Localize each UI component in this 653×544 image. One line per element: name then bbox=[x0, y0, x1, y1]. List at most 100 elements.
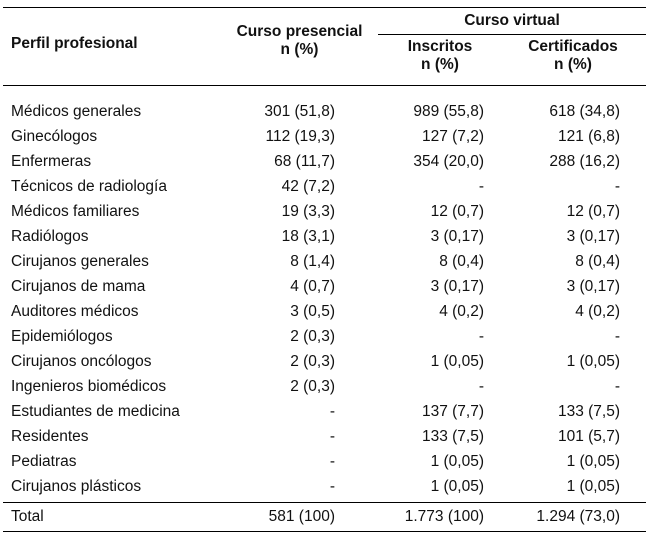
header-inscritos-unit: n (%) bbox=[421, 56, 459, 73]
header-certificados-title: Certificados bbox=[528, 38, 618, 55]
header-presencial: Curso presencial n (%) bbox=[228, 23, 371, 59]
cell-perfil: Estudiantes de medicina bbox=[11, 403, 180, 420]
cell-perfil: Médicos familiares bbox=[11, 203, 140, 220]
cell-inscritos: 133 (7,5) bbox=[421, 428, 484, 445]
cell-certificados: 101 (5,7) bbox=[557, 428, 620, 445]
cell-certificados: 1 (0,05) bbox=[566, 478, 620, 495]
table-row: Médicos generales 301 (51,8) 989 (55,8) 618… bbox=[0, 99, 653, 124]
cell-perfil: Médicos generales bbox=[11, 103, 142, 120]
table-row: Auditores médicos 3 (0,5) 4 (0,2) 4 (0,2) bbox=[0, 299, 653, 324]
cell-perfil: Auditores médicos bbox=[11, 303, 139, 320]
cell-certificados: 288 (16,2) bbox=[549, 153, 620, 170]
total-inscritos: 1.773 (100) bbox=[404, 508, 484, 525]
cell-presencial: 8 (1,4) bbox=[290, 253, 335, 270]
table-row: Estudiantes de medicina - 137 (7,7) 133 (7,… bbox=[0, 399, 653, 424]
cell-certificados: 121 (6,8) bbox=[557, 128, 620, 145]
header-virtual: Curso virtual bbox=[464, 12, 560, 29]
cell-perfil: Epidemiólogos bbox=[11, 328, 113, 345]
table-row: Cirujanos plásticos - 1 (0,05) 1 (0,05) bbox=[0, 474, 653, 499]
cell-perfil: Cirujanos de mama bbox=[11, 278, 146, 295]
header-bottom-rule bbox=[3, 85, 646, 86]
cell-presencial: 301 (51,8) bbox=[264, 103, 335, 120]
header-certificados: Certificados n (%) bbox=[512, 38, 634, 74]
cell-certificados: 3 (0,17) bbox=[566, 228, 620, 245]
cell-presencial: 3 (0,5) bbox=[290, 303, 335, 320]
top-rule bbox=[3, 7, 646, 8]
cell-certificados: 3 (0,17) bbox=[566, 278, 620, 295]
table-row: Ginecólogos 112 (19,3) 127 (7,2) 121 (6,8) bbox=[0, 124, 653, 149]
cell-perfil: Ingenieros biomédicos bbox=[11, 378, 167, 395]
cell-perfil: Cirujanos generales bbox=[11, 253, 149, 270]
total-row: Total 581 (100) 1.773 (100) 1.294 (73,0) bbox=[0, 504, 653, 529]
cell-perfil: Ginecólogos bbox=[11, 128, 98, 145]
cell-presencial: - bbox=[329, 428, 335, 445]
cell-inscritos: 1 (0,05) bbox=[430, 478, 484, 495]
cell-inscritos: 8 (0,4) bbox=[439, 253, 484, 270]
cell-perfil: Cirujanos plásticos bbox=[11, 478, 142, 495]
table-row: Técnicos de radiología 42 (7,2) - - bbox=[0, 174, 653, 199]
table-row: Cirujanos generales 8 (1,4) 8 (0,4) 8 (0,4) bbox=[0, 249, 653, 274]
cell-inscritos: - bbox=[478, 178, 484, 195]
table-row: Ingenieros biomédicos 2 (0,3) - - bbox=[0, 374, 653, 399]
cell-certificados: 8 (0,4) bbox=[575, 253, 620, 270]
bottom-rule bbox=[3, 531, 646, 532]
total-rule bbox=[3, 502, 646, 503]
cell-inscritos: 1 (0,05) bbox=[430, 353, 484, 370]
cell-presencial: 68 (11,7) bbox=[274, 153, 335, 170]
header-presencial-unit: n (%) bbox=[280, 41, 319, 58]
cell-perfil: Residentes bbox=[11, 428, 89, 445]
header-presencial-title: Curso presencial bbox=[236, 23, 363, 40]
header-inscritos-title: Inscritos bbox=[407, 38, 473, 55]
cell-inscritos: - bbox=[478, 378, 484, 395]
cell-presencial: 2 (0,3) bbox=[290, 328, 335, 345]
cell-certificados: 1 (0,05) bbox=[566, 353, 620, 370]
cell-inscritos: 354 (20,0) bbox=[413, 153, 484, 170]
table-row: Epidemiólogos 2 (0,3) - - bbox=[0, 324, 653, 349]
cell-certificados: - bbox=[614, 178, 620, 195]
table-row: Cirujanos de mama 4 (0,7) 3 (0,17) 3 (0,17) bbox=[0, 274, 653, 299]
cell-inscritos: 1 (0,05) bbox=[430, 453, 484, 470]
cell-presencial: 4 (0,7) bbox=[290, 278, 335, 295]
cell-perfil: Radiólogos bbox=[11, 228, 89, 245]
total-certificados: 1.294 (73,0) bbox=[536, 508, 620, 525]
cell-inscritos: - bbox=[478, 328, 484, 345]
cell-inscritos: 127 (7,2) bbox=[421, 128, 484, 145]
header-perfil: Perfil profesional bbox=[11, 35, 138, 52]
table-row: Pediatras - 1 (0,05) 1 (0,05) bbox=[0, 449, 653, 474]
cell-perfil: Pediatras bbox=[11, 453, 77, 470]
cell-inscritos: 3 (0,17) bbox=[430, 278, 484, 295]
cell-presencial: - bbox=[329, 403, 335, 420]
total-presencial: 581 (100) bbox=[268, 508, 335, 525]
table-row: Residentes - 133 (7,5) 101 (5,7) bbox=[0, 424, 653, 449]
cell-inscritos: 12 (0,7) bbox=[430, 203, 484, 220]
cell-presencial: - bbox=[329, 478, 335, 495]
table-row: Médicos familiares 19 (3,3) 12 (0,7) 12 (0,… bbox=[0, 199, 653, 224]
cell-certificados: 4 (0,2) bbox=[575, 303, 620, 320]
table-row: Enfermeras 68 (11,7) 354 (20,0) 288 (16,2) bbox=[0, 149, 653, 174]
cell-perfil: Enfermeras bbox=[11, 153, 92, 170]
header-certificados-unit: n (%) bbox=[554, 56, 592, 73]
cell-presencial: 19 (3,3) bbox=[281, 203, 335, 220]
virtual-rule bbox=[378, 34, 646, 35]
cell-perfil: Cirujanos oncólogos bbox=[11, 353, 152, 370]
cell-presencial: 112 (19,3) bbox=[265, 128, 335, 145]
cell-certificados: 133 (7,5) bbox=[557, 403, 620, 420]
cell-certificados: 618 (34,8) bbox=[549, 103, 620, 120]
total-label: Total bbox=[11, 508, 44, 525]
cell-inscritos: 3 (0,17) bbox=[430, 228, 484, 245]
cell-presencial: 2 (0,3) bbox=[290, 378, 335, 395]
table-row: Radiólogos 18 (3,1) 3 (0,17) 3 (0,17) bbox=[0, 224, 653, 249]
cell-certificados: - bbox=[614, 378, 620, 395]
cell-certificados: 12 (0,7) bbox=[566, 203, 620, 220]
cell-inscritos: 989 (55,8) bbox=[413, 103, 484, 120]
cell-certificados: - bbox=[614, 328, 620, 345]
cell-presencial: 18 (3,1) bbox=[281, 228, 335, 245]
cell-certificados: 1 (0,05) bbox=[566, 453, 620, 470]
table-row: Cirujanos oncólogos 2 (0,3) 1 (0,05) 1 (0,0… bbox=[0, 349, 653, 374]
cell-inscritos: 4 (0,2) bbox=[439, 303, 484, 320]
header-inscritos: Inscritos n (%) bbox=[388, 38, 492, 74]
cell-presencial: 42 (7,2) bbox=[281, 178, 335, 195]
cell-presencial: - bbox=[329, 453, 335, 470]
cell-presencial: 2 (0,3) bbox=[290, 353, 335, 370]
cell-perfil: Técnicos de radiología bbox=[11, 178, 167, 195]
